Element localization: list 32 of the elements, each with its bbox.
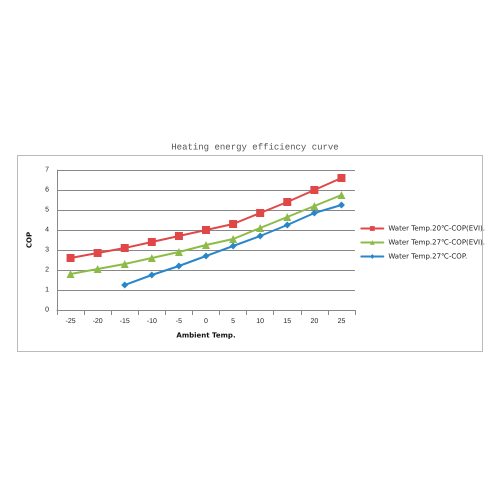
point [174,248,183,256]
point [66,254,75,262]
point [175,262,182,270]
point [229,235,238,243]
point [121,282,128,288]
point [310,186,318,194]
point [256,232,264,240]
point [202,226,210,234]
point [338,202,345,208]
point [120,260,129,268]
point [148,238,156,246]
point [337,174,346,182]
point [256,209,264,217]
point [283,198,292,206]
point [229,220,238,228]
point [94,265,102,273]
point [120,244,129,252]
point [283,213,292,221]
point [337,191,346,199]
point [148,254,156,262]
point [284,222,291,228]
point [148,272,156,278]
point [174,232,183,240]
chart-title: Heating energy efficiency curve [171,142,339,152]
point [94,249,102,257]
point [202,252,210,260]
point [230,242,237,250]
point [66,270,75,278]
point [310,210,318,216]
point [310,202,318,210]
point [202,241,210,249]
point [256,224,264,232]
